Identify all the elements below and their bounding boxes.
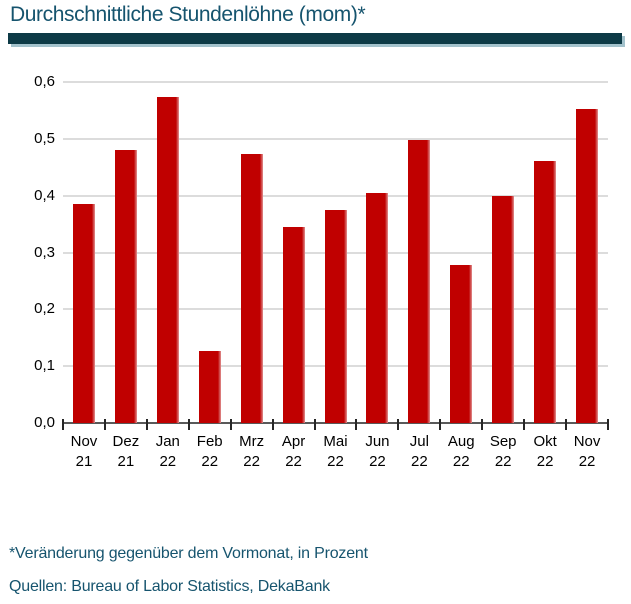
x-axis-label-mai-22: Mai 22 [314,432,358,472]
x-axis-label-line: 21 [117,453,135,470]
x-axis-label-line: Nov [70,433,98,450]
x-axis-label-line: 22 [369,453,386,470]
bar-nov-22 [576,109,599,423]
plot-area [62,81,609,430]
x-axis-label-line: 22 [201,453,219,470]
x-axis-tick [104,419,106,430]
bar-jun-22 [366,193,389,423]
x-axis-label-line: Apr [281,433,306,450]
y-axis-label-0-6: 0,6 [34,73,55,90]
x-axis-label-line: 22 [285,453,302,470]
bar-sep-22 [492,196,515,423]
x-axis-label-line: Aug [447,433,475,450]
x-axis-label-feb-22: Feb 22 [188,432,232,472]
gridline-0-4 [63,194,608,197]
x-axis-tick [272,419,274,430]
x-axis-tick [439,419,441,430]
bar-aug-22 [450,265,473,423]
x-axis-tick [314,419,316,430]
x-axis-label-nov-21: Nov 21 [62,432,106,472]
x-axis-label-line: Dez [112,433,140,450]
x-axis-label-line: 22 [452,453,470,470]
x-axis-label-aug-22: Aug 22 [439,432,483,472]
x-axis-label-line: Okt [533,433,557,450]
gridline-0-6 [63,81,608,83]
x-axis-label-dez-21: Dez 21 [104,432,148,472]
x-axis-label-line: Nov [573,433,601,450]
y-axis-label-0-1: 0,1 [34,357,55,375]
x-axis-label-line: Mrz [239,433,265,450]
gridline-0-5 [63,137,608,140]
x-axis-label-line: 22 [494,453,512,470]
chart-title: Durchschnittliche Stundenlöhne (mom)* [10,3,366,26]
x-axis-label-jun-22: Jun 22 [355,432,399,472]
bar-okt-22 [534,161,557,423]
y-axis-label-0-2: 0,2 [34,300,55,318]
x-axis-label-apr-22: Apr 22 [272,432,316,472]
x-axis-tick [607,419,609,430]
x-axis-tick [230,419,232,430]
y-axis-label-0-5: 0,5 [34,129,55,147]
x-axis-tick [565,419,567,430]
x-axis-label-jul-22: Jul 22 [397,432,441,472]
x-axis-label-nov-22: Nov 22 [565,432,609,472]
x-axis-label-line: Jun [365,433,390,450]
bar-chart: 0,0 0,1 0,2 0,3 0,4 0,5 0,6 Nov 21 Dez 21 Jan 22 Feb 2… [34,73,609,472]
x-axis-tick [62,419,64,430]
x-axis-label-line: 22 [536,453,554,470]
x-axis-tick [188,419,190,430]
x-axis-label-line: 22 [578,453,596,470]
x-axis-tick [146,419,148,430]
bar-feb-22 [198,351,221,423]
x-axis-label-line: 21 [75,453,93,470]
chart-footnote: *Veränderung gegenüber dem Vormonat, in … [9,545,368,562]
x-axis-label-line: Mai [323,433,348,450]
x-axis-line [63,422,608,424]
x-axis-label-line: Sep [489,433,517,450]
y-axis-label-0-3: 0,3 [34,243,55,261]
title-divider-bar [8,33,622,44]
bar-dez-21 [114,150,137,423]
x-axis-tick [481,419,483,430]
x-axis-label-line: Feb [196,433,223,450]
x-axis-label-line: 22 [327,453,344,470]
x-axis-label-okt-22: Okt 22 [523,432,567,472]
x-axis-label-line: 22 [159,453,177,470]
bar-nov-21 [72,204,95,423]
x-axis-label-line: Jul [409,433,429,450]
x-axis-label-sep-22: Sep 22 [481,432,525,472]
chart-sources: Quellen: Bureau of Labor Statistics, Dek… [9,578,330,595]
bar-jan-22 [156,97,179,423]
x-axis-label-line: 22 [243,453,260,470]
bar-jul-22 [408,140,431,423]
bar-mrz-22 [240,154,263,423]
x-axis-label-jan-22: Jan 22 [146,432,190,472]
y-axis-label-0-4: 0,4 [34,186,55,204]
x-axis-tick [355,419,357,430]
x-axis-label-mrz-22: Mrz 22 [230,432,274,472]
bar-mai-22 [324,210,347,423]
y-axis-label-0-0: 0,0 [34,414,55,431]
x-axis-tick [397,419,399,430]
x-axis-label-line: 22 [411,453,428,470]
x-axis-label-line: Jan [155,433,180,450]
bar-apr-22 [282,227,305,423]
x-axis-tick [523,419,525,430]
